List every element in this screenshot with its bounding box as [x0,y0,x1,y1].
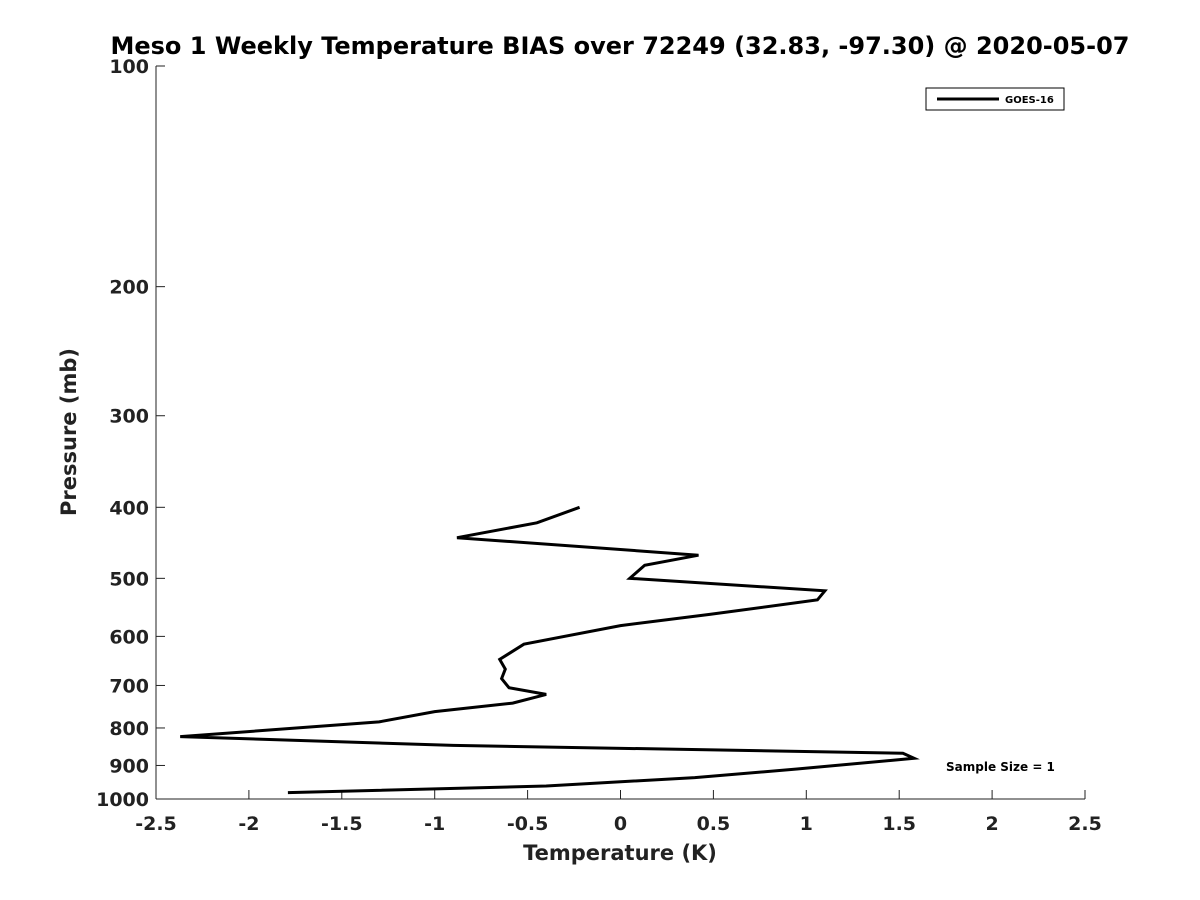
y-tick-label: 500 [109,568,149,590]
x-ticks: -2.5 -2 -1.5 -1 -0.5 0 0.5 1 1.5 2 2.5 [135,790,1102,835]
sample-size-annotation: Sample Size = 1 [946,760,1055,774]
x-tick-label: 1 [800,813,813,835]
y-tick-label: 600 [109,626,149,648]
y-tick-label: 400 [109,497,149,519]
y-tick-label: 200 [109,277,149,299]
x-tick-label: -1.5 [321,813,363,835]
y-ticks: 100 200 300 400 500 600 700 800 900 1000 [96,56,165,811]
x-tick-label: 2 [985,813,998,835]
series-line-goes-16 [180,505,920,795]
chart-title: Meso 1 Weekly Temperature BIAS over 7224… [110,32,1129,60]
x-tick-label: 0 [614,813,627,835]
x-tick-label: -2 [238,813,259,835]
y-tick-label: 800 [109,718,149,740]
x-tick-label: 0.5 [697,813,731,835]
y-tick-label: 1000 [96,789,149,811]
x-axis-label: Temperature (K) [523,841,717,865]
x-tick-label: -0.5 [507,813,549,835]
x-tick-label: 2.5 [1068,813,1102,835]
x-tick-label: 1.5 [882,813,916,835]
x-tick-label: -2.5 [135,813,177,835]
y-tick-label: 900 [109,755,149,777]
y-tick-label: 300 [109,406,149,428]
series-layer [180,505,920,795]
y-tick-label: 100 [109,56,149,78]
y-axis-label: Pressure (mb) [57,348,81,516]
y-tick-label: 700 [109,675,149,697]
x-tick-label: -1 [424,813,445,835]
plot-area [156,66,1085,799]
legend: GOES-16 [925,87,1065,111]
legend-label-goes-16: GOES-16 [1005,95,1054,106]
